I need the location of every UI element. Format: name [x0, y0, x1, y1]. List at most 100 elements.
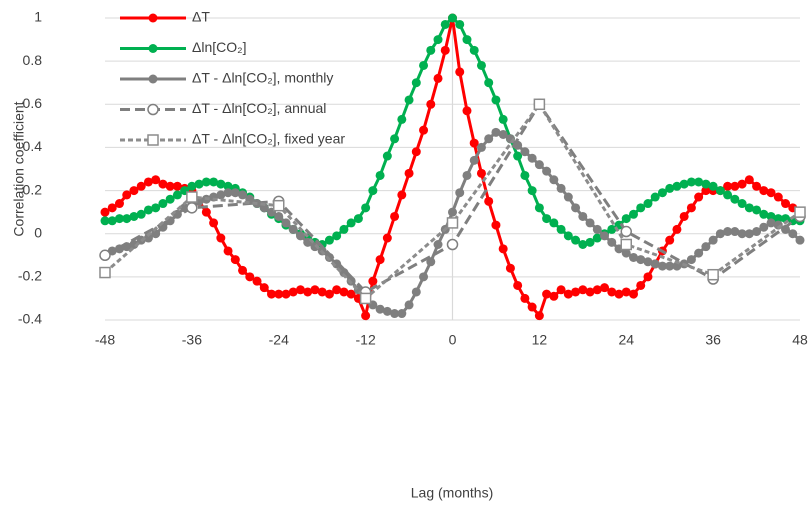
- legend-label: ΔT - Δln[CO₂], fixed year: [192, 131, 345, 147]
- data-point: [310, 285, 320, 295]
- data-point: [332, 285, 342, 295]
- data-point: [107, 216, 117, 226]
- data-point: [332, 231, 342, 241]
- data-point: [397, 309, 407, 319]
- y-tick-label: -0.2: [18, 268, 42, 284]
- data-point: [563, 192, 573, 202]
- data-point: [382, 151, 392, 161]
- data-point: [397, 114, 407, 124]
- data-point: [143, 205, 153, 215]
- x-tick-label: 12: [532, 332, 548, 348]
- legend-swatch-marker: [148, 44, 158, 53]
- data-point: [440, 45, 450, 55]
- data-point: [621, 214, 631, 224]
- data-point: [230, 255, 240, 265]
- data-point: [469, 45, 479, 55]
- data-point: [339, 268, 349, 278]
- data-point: [158, 199, 168, 209]
- data-point: [723, 190, 733, 200]
- data-point: [744, 229, 754, 239]
- data-point: [209, 218, 219, 228]
- data-point: [151, 175, 161, 185]
- data-point: [650, 192, 660, 202]
- data-point: [295, 285, 305, 295]
- data-point: [571, 235, 581, 245]
- data-point: [794, 206, 806, 218]
- data-point: [607, 237, 617, 247]
- y-tick-label: -0.4: [18, 311, 42, 327]
- data-point: [744, 175, 754, 185]
- data-point: [484, 78, 494, 88]
- data-point: [592, 285, 602, 295]
- data-point: [773, 192, 783, 202]
- data-point: [107, 203, 117, 213]
- legend-swatch-marker: [148, 74, 158, 84]
- data-point: [752, 205, 762, 215]
- data-point: [186, 191, 198, 203]
- x-tick-label: -48: [95, 332, 115, 348]
- y-tick-label: 0: [34, 224, 42, 240]
- data-point: [361, 311, 371, 321]
- data-point: [216, 179, 226, 189]
- data-point: [158, 179, 168, 189]
- legend-label: ΔT - Δln[CO₂], annual: [192, 100, 326, 116]
- data-point: [620, 238, 632, 251]
- legend-label: ΔT: [192, 9, 210, 25]
- data-point: [628, 289, 638, 299]
- data-point: [737, 199, 747, 209]
- data-point: [542, 166, 552, 176]
- data-point: [346, 218, 356, 228]
- data-point: [621, 287, 631, 297]
- data-point: [620, 225, 632, 238]
- data-point: [151, 229, 161, 239]
- data-point: [411, 78, 421, 88]
- data-point: [448, 207, 457, 217]
- data-point: [505, 263, 515, 273]
- data-point: [723, 181, 733, 191]
- data-point: [151, 203, 161, 213]
- data-point: [476, 168, 486, 178]
- y-tick-label: 0.6: [23, 95, 43, 111]
- data-point: [186, 202, 198, 214]
- data-point: [600, 283, 610, 293]
- x-axis-label: Lag (months): [411, 485, 493, 501]
- data-point: [520, 170, 530, 180]
- data-point: [556, 224, 566, 234]
- legend-swatch-marker: [148, 13, 158, 23]
- data-point: [527, 302, 537, 312]
- data-point: [701, 242, 711, 252]
- data-point: [665, 235, 675, 245]
- data-point: [476, 60, 486, 70]
- data-point: [216, 233, 226, 243]
- data-point: [353, 214, 363, 224]
- data-point: [585, 218, 595, 228]
- data-point: [288, 224, 298, 234]
- data-point: [390, 211, 400, 221]
- data-point: [744, 203, 754, 213]
- data-point: [686, 203, 696, 213]
- data-point: [534, 160, 544, 170]
- data-point: [636, 255, 646, 265]
- data-point: [129, 211, 139, 221]
- data-point: [419, 272, 429, 282]
- data-point: [201, 207, 211, 217]
- data-point: [542, 214, 552, 224]
- data-point: [382, 306, 392, 316]
- data-point: [614, 289, 624, 299]
- data-point: [267, 289, 277, 299]
- data-point: [788, 229, 798, 239]
- data-point: [165, 181, 175, 191]
- data-point: [542, 289, 552, 299]
- data-point: [665, 261, 675, 271]
- data-point: [274, 211, 284, 221]
- data-point: [563, 231, 573, 241]
- data-point: [534, 311, 544, 321]
- data-point: [708, 235, 718, 245]
- data-point: [730, 181, 740, 191]
- data-point: [759, 222, 769, 232]
- x-tick-label: 36: [705, 332, 721, 348]
- data-point: [122, 190, 132, 200]
- data-point: [513, 151, 523, 161]
- data-point: [324, 235, 334, 245]
